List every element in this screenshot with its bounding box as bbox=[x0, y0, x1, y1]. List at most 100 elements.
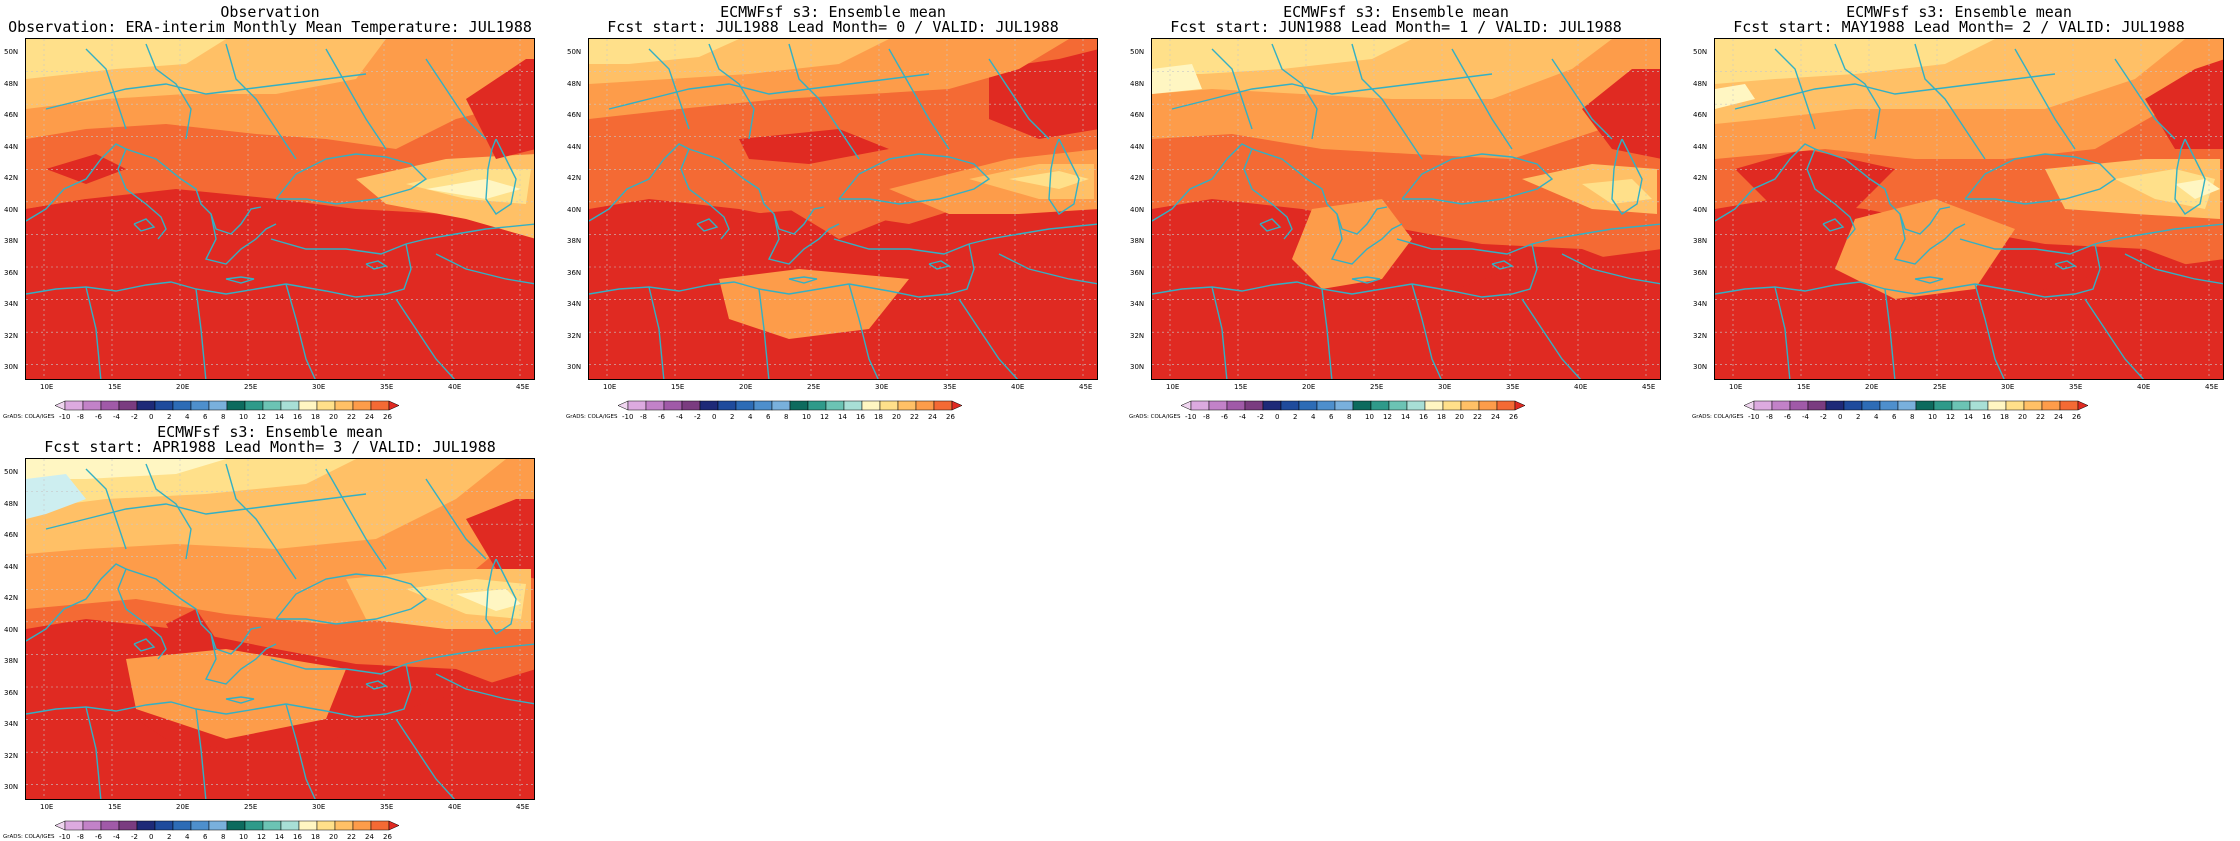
colorbar-arrow-low bbox=[1180, 400, 1192, 411]
coastline bbox=[1774, 48, 1816, 130]
coastline bbox=[285, 663, 412, 718]
colorbar-tick-label: 14 bbox=[275, 833, 284, 841]
lon-label: 30E bbox=[312, 803, 326, 811]
lat-label: 50N bbox=[567, 48, 582, 56]
colorbar-tick-label: -6 bbox=[1784, 413, 1791, 421]
coastline bbox=[848, 283, 879, 379]
colorbar-tick-label: 22 bbox=[1473, 413, 1482, 421]
colorbar-tick-label: -6 bbox=[95, 833, 102, 841]
colorbar-tick-label: 22 bbox=[2036, 413, 2045, 421]
colorbar-tick-label: -10 bbox=[1185, 413, 1197, 421]
map-frame bbox=[1714, 38, 2224, 380]
colorbar-tick-label: 10 bbox=[239, 833, 248, 841]
colorbar-swatch bbox=[226, 400, 246, 411]
colorbar-swatch bbox=[1771, 400, 1791, 411]
colorbar-tick-label: -8 bbox=[77, 833, 84, 841]
colorbar-swatch bbox=[262, 820, 282, 831]
coastline bbox=[1491, 260, 1514, 270]
coastline bbox=[1401, 153, 1554, 205]
lon-label: 15E bbox=[108, 383, 122, 391]
colorbar-swatch bbox=[370, 400, 390, 411]
colorbar-tick-label: 8 bbox=[221, 833, 226, 841]
contour-fill bbox=[26, 459, 226, 479]
colorbar bbox=[54, 398, 435, 416]
panel-subtitle: Fcst start: MAY1988 Lead Month= 2 / VALI… bbox=[1733, 18, 2185, 36]
colorbar-tick-label: 6 bbox=[203, 833, 208, 841]
colorbar-swatch bbox=[316, 400, 336, 411]
colorbar-tick-label: 22 bbox=[347, 833, 356, 841]
colorbar-tick-label: -10 bbox=[59, 413, 71, 421]
contour-fill bbox=[166, 609, 216, 659]
coastline bbox=[1411, 243, 1538, 298]
colorbar-tick-label: -6 bbox=[95, 413, 102, 421]
colorbar-swatch bbox=[1879, 400, 1899, 411]
contour-fill bbox=[589, 39, 739, 64]
colorbar-tick-label: 26 bbox=[383, 833, 392, 841]
colorbar-tick-label: 26 bbox=[1509, 413, 1518, 421]
contour-fill bbox=[1152, 64, 1202, 94]
lat-label: 42N bbox=[1693, 174, 1708, 182]
colorbar-swatch bbox=[190, 400, 210, 411]
lat-label: 32N bbox=[1130, 331, 1145, 340]
colorbar-tick-label: 6 bbox=[766, 413, 771, 421]
lon-label: 25E bbox=[807, 383, 821, 391]
map-panel: ECMWFsf s3: Ensemble mean Fcst start: APR… bbox=[0, 420, 540, 841]
coastline bbox=[928, 260, 951, 270]
colorbar-tick-label: 10 bbox=[239, 413, 248, 421]
colorbar-tick-label: 4 bbox=[1311, 413, 1316, 421]
colorbar-swatch bbox=[226, 820, 246, 831]
colorbar-arrow-low bbox=[54, 820, 66, 831]
colorbar-tick-label: 2 bbox=[1856, 413, 1861, 421]
lat-label: 46N bbox=[1693, 111, 1708, 119]
colorbar-tick-label: 6 bbox=[1329, 413, 1334, 421]
lon-label: 30E bbox=[875, 383, 889, 391]
coastline bbox=[1959, 238, 2096, 255]
coastline bbox=[767, 213, 840, 265]
colorbar-swatch bbox=[100, 820, 120, 831]
coastline bbox=[195, 708, 207, 799]
lat-label: 42N bbox=[1130, 174, 1145, 182]
colorbar-tick-label: 16 bbox=[1982, 413, 1991, 421]
lat-label: 32N bbox=[4, 331, 19, 340]
colorbar-tick-label: 12 bbox=[257, 413, 266, 421]
colorbar-swatch bbox=[1298, 400, 1318, 411]
coastline bbox=[133, 218, 156, 232]
coastline bbox=[45, 73, 367, 110]
coastline bbox=[275, 153, 428, 205]
colorbar-tick-label: -8 bbox=[77, 413, 84, 421]
lon-label: 35E bbox=[380, 383, 394, 391]
colorbar-tick-label: 8 bbox=[784, 413, 789, 421]
colorbar-swatch bbox=[1951, 400, 1971, 411]
coastline bbox=[1734, 73, 2056, 110]
lat-label: 34N bbox=[1130, 300, 1145, 308]
colorbar-swatch bbox=[1843, 400, 1863, 411]
grads-credit: GrADS: COLA/IGES bbox=[1129, 414, 1181, 420]
colorbar bbox=[617, 398, 998, 416]
colorbar-swatch bbox=[118, 400, 138, 411]
coastline bbox=[325, 48, 387, 150]
coastline bbox=[2114, 58, 2176, 140]
colorbar-tick-label: 20 bbox=[892, 413, 901, 421]
grads-credit: GrADS: COLA/IGES bbox=[3, 834, 55, 840]
coastline bbox=[1531, 223, 1660, 245]
coastline bbox=[1884, 288, 1896, 379]
map-panel: ECMWFsf s3: Ensemble mean Fcst start: JUL… bbox=[563, 0, 1103, 421]
coastline bbox=[1521, 298, 1582, 379]
lat-label: 44N bbox=[4, 142, 19, 151]
coastline bbox=[145, 463, 192, 560]
lat-label: 30N bbox=[4, 363, 19, 371]
colorbar-tick-label: 4 bbox=[185, 413, 190, 421]
colorbar-tick-label: 0 bbox=[712, 413, 717, 421]
coastline bbox=[395, 298, 456, 379]
lat-label: 48N bbox=[567, 79, 582, 88]
lat-label: 44N bbox=[1693, 142, 1708, 151]
coastline bbox=[325, 468, 387, 570]
coastline bbox=[85, 706, 102, 799]
colorbar-tick-label: 14 bbox=[838, 413, 847, 421]
colorbar-swatch bbox=[82, 820, 102, 831]
lat-label: 50N bbox=[4, 48, 19, 56]
colorbar-tick-label: 8 bbox=[221, 413, 226, 421]
panel-title: ECMWFsf s3: Ensemble mean bbox=[157, 423, 383, 441]
contour-fill bbox=[989, 49, 1097, 139]
colorbar bbox=[1180, 398, 1561, 416]
